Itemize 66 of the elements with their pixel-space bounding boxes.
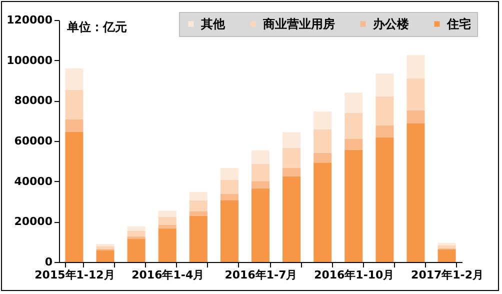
y-tick-label: 60000: [14, 134, 53, 148]
bar: [189, 200, 208, 212]
bar: [220, 194, 238, 200]
bar: [344, 92, 363, 113]
y-tick-label: 120000: [6, 14, 53, 26]
bar: [344, 112, 363, 139]
bar: [220, 180, 238, 194]
bar: [65, 132, 84, 262]
bar: [251, 150, 270, 164]
bar: [344, 150, 363, 262]
legend-label: 办公楼: [372, 17, 410, 31]
bar: [158, 217, 176, 225]
x-tick-label: 2016年1-7月: [224, 268, 298, 282]
x-tick-label: 2015年1-12月: [34, 268, 115, 282]
bar: [127, 230, 146, 236]
bar: [220, 200, 238, 262]
bar: [376, 125, 394, 138]
bar: [406, 78, 425, 110]
bar: [438, 249, 456, 262]
bar: [220, 168, 238, 180]
bar: [189, 211, 208, 216]
legend-label: 商业营业用房: [262, 17, 335, 31]
bar: [376, 96, 394, 126]
legend-label: 住宅: [446, 17, 471, 31]
bar: [158, 210, 176, 218]
bar: [282, 132, 301, 148]
y-tick-label: 20000: [14, 215, 53, 228]
bar: [65, 68, 84, 90]
bar: [438, 242, 456, 246]
bar: [406, 123, 425, 262]
bar: [344, 138, 363, 150]
bar: [376, 74, 394, 96]
bar: [251, 188, 270, 262]
y-tick-label: 80000: [14, 94, 53, 108]
bar: [314, 162, 332, 262]
bar: [314, 152, 332, 163]
bar: [376, 137, 394, 262]
bar: [158, 224, 176, 228]
x-tick-label: 2016年1-4月: [132, 268, 204, 282]
bar: [314, 130, 332, 153]
bar: [251, 164, 270, 182]
bar: [127, 238, 146, 262]
bar: [282, 176, 301, 262]
bar: [65, 119, 84, 132]
bar: [406, 55, 425, 78]
y-tick-label: 100000: [6, 54, 53, 67]
bar: [314, 112, 332, 130]
bar: [96, 246, 114, 249]
bar: [127, 236, 146, 239]
x-tick-label: 2017年1-2月: [411, 268, 484, 282]
x-tick-label: 2016年1-10月: [314, 268, 394, 282]
bar: [251, 181, 270, 188]
y-tick-label: 0: [44, 256, 53, 268]
y-tick-label: 40000: [14, 174, 53, 188]
bar: [127, 226, 146, 231]
bar: [189, 192, 208, 200]
bar: [406, 110, 425, 124]
bar: [438, 245, 456, 248]
bar: [158, 228, 176, 262]
annotation: 单位：亿元: [66, 20, 127, 34]
bar: [189, 216, 208, 262]
bar: [96, 250, 114, 262]
bar: [282, 168, 301, 176]
bar: [65, 90, 84, 120]
legend-label: 其他: [200, 17, 226, 31]
bar: [282, 148, 301, 168]
